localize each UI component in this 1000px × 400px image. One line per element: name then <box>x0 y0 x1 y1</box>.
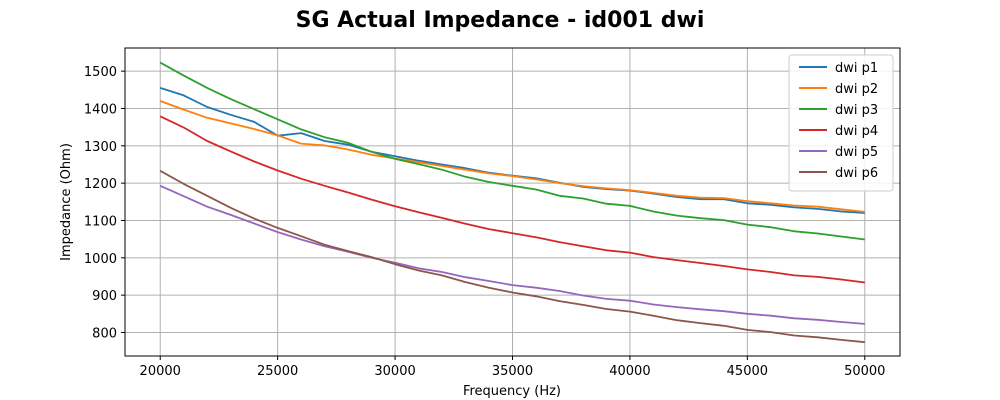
series-line-4 <box>159 115 865 284</box>
legend-label-2: dwi p2 <box>835 82 878 97</box>
legend-label-4: dwi p4 <box>835 124 878 139</box>
legend-label-6: dwi p6 <box>835 166 878 181</box>
series-line-2 <box>159 100 865 213</box>
x-tick-label: 30000 <box>374 364 415 379</box>
grid <box>125 48 900 356</box>
y-tick-label: 1200 <box>84 177 117 192</box>
y-tick-label: 1100 <box>84 214 117 229</box>
plot-lines <box>159 61 865 344</box>
x-tick-label: 50000 <box>844 364 885 379</box>
x-tick-label: 45000 <box>727 364 768 379</box>
x-tick-label: 40000 <box>609 364 650 379</box>
y-tick-label: 1000 <box>84 252 117 267</box>
y-axis-ticks: 800 900 1000 1100 1200 1300 1400 1500 <box>84 65 125 341</box>
series-line-5 <box>159 184 865 325</box>
x-tick-label: 20000 <box>140 364 181 379</box>
legend-label-5: dwi p5 <box>835 145 878 160</box>
y-tick-label: 900 <box>92 289 117 304</box>
x-axis-label: Frequency (Hz) <box>463 384 561 399</box>
x-axis-ticks: 20000 25000 30000 35000 40000 45000 50000 <box>140 356 885 379</box>
series-line-3 <box>159 61 865 241</box>
chart-title: SG Actual Impedance - id001 dwi <box>296 8 705 33</box>
y-tick-label: 1500 <box>84 65 117 80</box>
legend-label-3: dwi p3 <box>835 103 878 118</box>
x-tick-label: 25000 <box>257 364 298 379</box>
y-tick-label: 1300 <box>84 140 117 155</box>
legend-label-1: dwi p1 <box>835 61 878 76</box>
x-tick-label: 35000 <box>492 364 533 379</box>
y-tick-label: 800 <box>92 326 117 341</box>
y-tick-label: 1400 <box>84 102 117 117</box>
y-axis-label: Impedance (Ohm) <box>59 143 74 261</box>
series-line-6 <box>159 170 865 344</box>
legend: dwi p1 dwi p2 dwi p3 dwi p4 dwi p5 dwi p6 <box>788 54 894 192</box>
